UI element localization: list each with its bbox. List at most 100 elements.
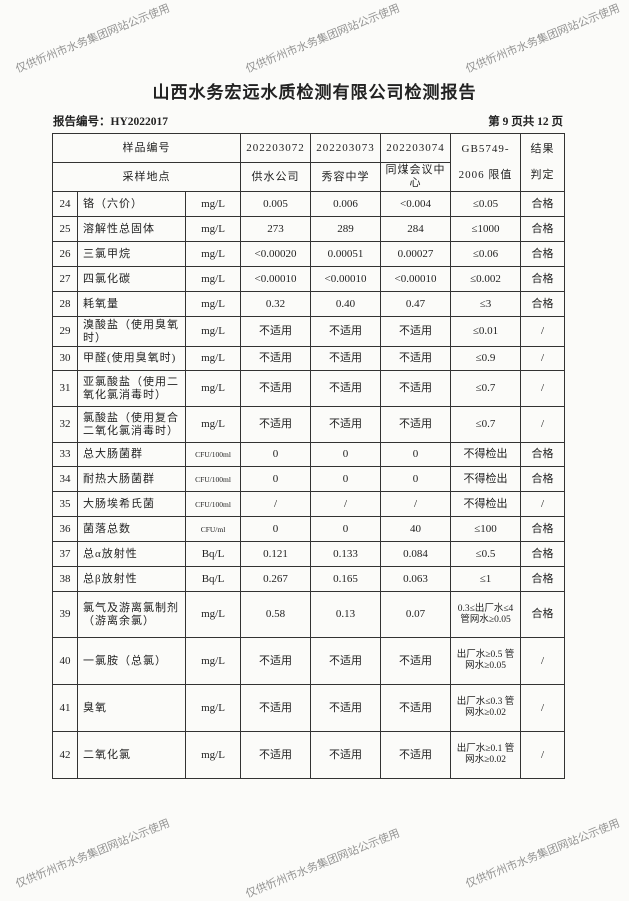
site-label: 采样地点	[51, 162, 242, 192]
row-number: 36	[52, 516, 78, 542]
parameter-name: 耐热大肠菌群	[77, 466, 186, 492]
parameter-name: 氯气及游离氯制剂（游离余氯）	[77, 591, 186, 638]
row-number: 30	[52, 346, 78, 371]
value: 不适用	[380, 406, 452, 443]
value: 0.006	[310, 191, 382, 217]
result: 合格	[520, 442, 566, 467]
result: 合格	[520, 291, 566, 317]
unit: mg/L	[184, 684, 242, 732]
unit: CFU/100ml	[184, 442, 242, 467]
table-row: 27 四氯化碳 mg/L <0.00010 <0.00010 <0.00010 ≤0.002…	[52, 266, 566, 292]
unit: mg/L	[184, 266, 242, 292]
limit-value: ≤0.7	[450, 406, 522, 443]
value: 0.121	[240, 541, 312, 567]
value: 0.267	[240, 566, 312, 592]
value: <0.004	[380, 191, 452, 217]
result-label: 结果	[530, 143, 555, 155]
unit: mg/L	[184, 370, 242, 407]
result: 合格	[520, 266, 566, 292]
value: 不适用	[310, 406, 382, 443]
value: 0.084	[380, 541, 452, 567]
unit: mg/L	[184, 731, 242, 779]
limit-value: ≤0.7	[450, 370, 522, 407]
value: <0.00010	[310, 266, 382, 292]
table-row: 33 总大肠菌群 CFU/100ml 0 0 0 不得检出 合格	[52, 442, 566, 467]
row-number: 27	[52, 266, 78, 292]
value: 不适用	[380, 637, 452, 685]
row-number: 28	[52, 291, 78, 317]
site: 供水公司	[240, 162, 312, 192]
row-number: 32	[52, 406, 78, 443]
result: /	[520, 406, 566, 443]
test-results-table: 样品编号 202203072 202203073 202203074 GB574…	[51, 133, 566, 779]
value: /	[380, 491, 452, 517]
result-label: 判定	[530, 169, 555, 181]
value: 0.32	[240, 291, 312, 317]
value: 0.58	[240, 591, 312, 638]
parameter-name: 四氯化碳	[77, 266, 186, 292]
unit: mg/L	[184, 637, 242, 685]
value: 0	[240, 466, 312, 492]
row-number: 34	[52, 466, 78, 492]
limit-value: ≤100	[450, 516, 522, 542]
value: 0.133	[310, 541, 382, 567]
parameter-name: 总大肠菌群	[77, 442, 186, 467]
row-number: 24	[52, 191, 78, 217]
parameter-name: 菌落总数	[77, 516, 186, 542]
value: 0	[310, 442, 382, 467]
row-number: 25	[52, 216, 78, 242]
unit: mg/L	[184, 406, 242, 443]
table-row: 36 菌落总数 CFU/ml 0 0 40 ≤100 合格	[52, 516, 566, 542]
value: <0.00010	[380, 266, 452, 292]
value: 0	[380, 466, 452, 492]
value: 0.063	[380, 566, 452, 592]
limit-value: ≤3	[450, 291, 522, 317]
result: 合格	[520, 591, 566, 638]
limit-value: ≤0.01	[450, 316, 522, 347]
limit-value: 不得检出	[450, 466, 522, 492]
site: 秀容中学	[310, 162, 382, 192]
row-number: 39	[52, 591, 78, 638]
value: 不适用	[380, 370, 452, 407]
result: /	[520, 491, 566, 517]
value: 不适用	[310, 316, 382, 347]
unit: CFU/ml	[184, 516, 242, 542]
value: 0.13	[310, 591, 382, 638]
value: 不适用	[380, 346, 452, 371]
row-number: 35	[52, 491, 78, 517]
unit: mg/L	[184, 291, 242, 317]
parameter-name: 总β放射性	[77, 566, 186, 592]
table-row: 39 氯气及游离氯制剂（游离余氯） mg/L 0.58 0.13 0.07 0.3≤出厂水≤…	[52, 591, 566, 638]
report-title: 山西水务宏远水质检测有限公司检测报告	[152, 83, 477, 103]
value: 284	[380, 216, 452, 242]
result: /	[520, 684, 566, 732]
table-row: 29 溴酸盐（使用臭氧时） mg/L 不适用 不适用 不适用 ≤0.01/	[52, 316, 566, 347]
limit-value: 出厂水≥0.1 管网水≥0.02	[450, 731, 522, 779]
parameter-name: 大肠埃希氏菌	[77, 491, 186, 517]
parameter-name: 亚氯酸盐（使用二氧化氯消毒时）	[77, 370, 186, 407]
sample-no: 202203074	[380, 133, 452, 163]
row-number: 33	[52, 442, 78, 467]
parameter-name: 铬（六价）	[77, 191, 186, 217]
table-row: 35 大肠埃希氏菌 CFU/100ml / / / 不得检出 /	[52, 491, 566, 517]
table-row: 24 铬（六价） mg/L 0.005 0.006 <0.004 ≤0.05 合格	[52, 191, 566, 217]
unit: mg/L	[184, 216, 242, 242]
result: /	[520, 637, 566, 685]
unit: mg/L	[184, 316, 242, 347]
value: 0.47	[380, 291, 452, 317]
value: 289	[310, 216, 382, 242]
value: 不适用	[240, 637, 312, 685]
value: 不适用	[310, 684, 382, 732]
header-row-site: 采样地点 供水公司 秀容中学 同煤会议中心	[51, 162, 565, 192]
limit-value: ≤1	[450, 566, 522, 592]
table-row: 26 三氯甲烷 mg/L <0.00020 0.00051 0.00027 ≤0.06 合格	[52, 241, 566, 267]
limit-value: 出厂水≥0.5 管网水≥0.05	[450, 637, 522, 685]
unit: mg/L	[184, 191, 242, 217]
parameter-name: 二氧化氯	[77, 731, 186, 779]
table-row: 32 氯酸盐（使用复合二氧化氯消毒时） mg/L 不适用 不适用 不适用 ≤0.7/	[52, 406, 566, 443]
table-row: 40 一氯胺（总氯） mg/L 不适用 不适用 不适用 出厂水≥0.5 管网水≥0.05/	[52, 637, 566, 685]
limit-header: GB5749- 2006 限值	[450, 133, 522, 192]
unit: mg/L	[184, 591, 242, 638]
row-number: 29	[52, 316, 78, 347]
limit-label: 2006 限值	[458, 169, 513, 181]
